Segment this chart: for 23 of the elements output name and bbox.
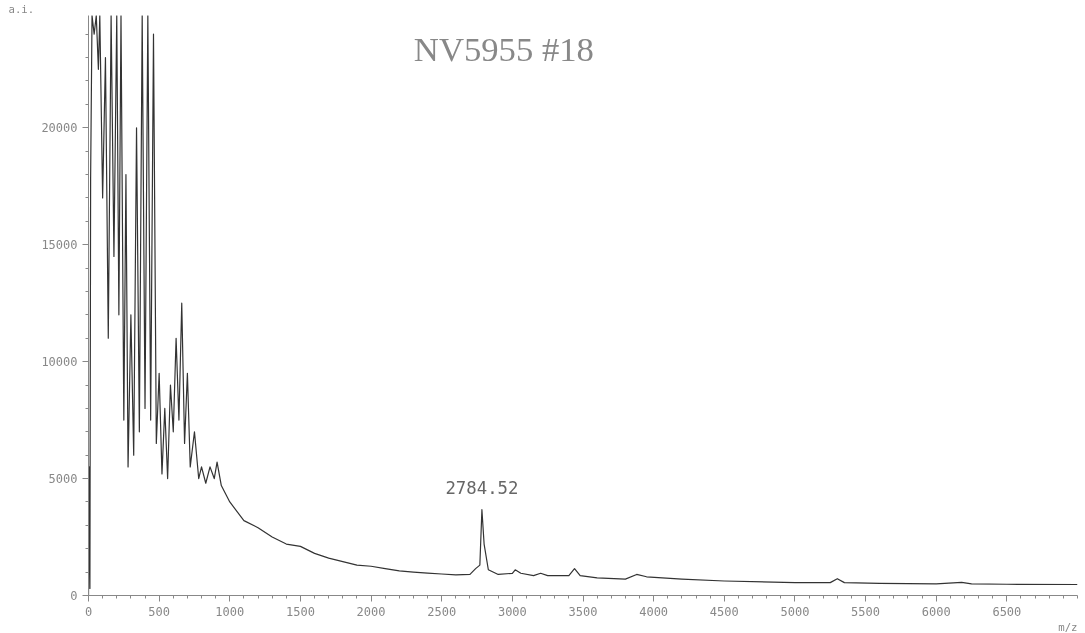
x-tick-label: 6000 [921, 604, 951, 619]
y-tick-label: 0 [70, 589, 78, 603]
x-tick-label: 2500 [427, 604, 457, 619]
x-axis-title: m/z [1058, 620, 1078, 633]
x-tick-label: 4000 [639, 604, 669, 619]
x-tick-label: 6500 [992, 604, 1022, 619]
x-tick-label: 2000 [356, 604, 386, 619]
x-tick-label: 1000 [215, 604, 245, 619]
x-tick-label: 0 [84, 604, 93, 619]
x-tick-label: 1500 [285, 604, 315, 619]
y-tick-label: 10000 [41, 355, 78, 370]
chart-title: NV5955 #18 [413, 29, 594, 68]
x-tick-label: 3500 [568, 604, 598, 619]
x-tick-label: 5000 [780, 604, 810, 619]
annotation: 2784.52 [445, 477, 519, 498]
x-tick-label: 4500 [709, 604, 739, 619]
x-tick-label: 5500 [851, 604, 881, 619]
y-tick-label: 5000 [48, 472, 78, 487]
x-tick-label: 500 [148, 604, 170, 619]
x-tick-label: 3000 [497, 604, 527, 619]
y-axis-title: a.i. [8, 2, 35, 16]
y-tick-label: 20000 [41, 121, 78, 136]
y-tick-label: 15000 [41, 238, 78, 253]
